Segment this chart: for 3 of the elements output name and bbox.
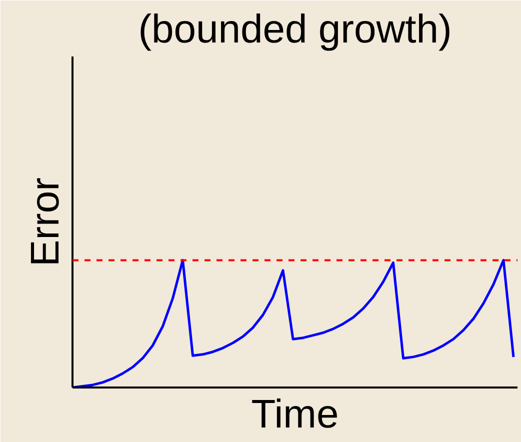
x-axis-title: Time: [251, 392, 339, 436]
y-axis-title: Error: [24, 178, 68, 266]
chart-title: (bounded growth): [138, 8, 452, 52]
